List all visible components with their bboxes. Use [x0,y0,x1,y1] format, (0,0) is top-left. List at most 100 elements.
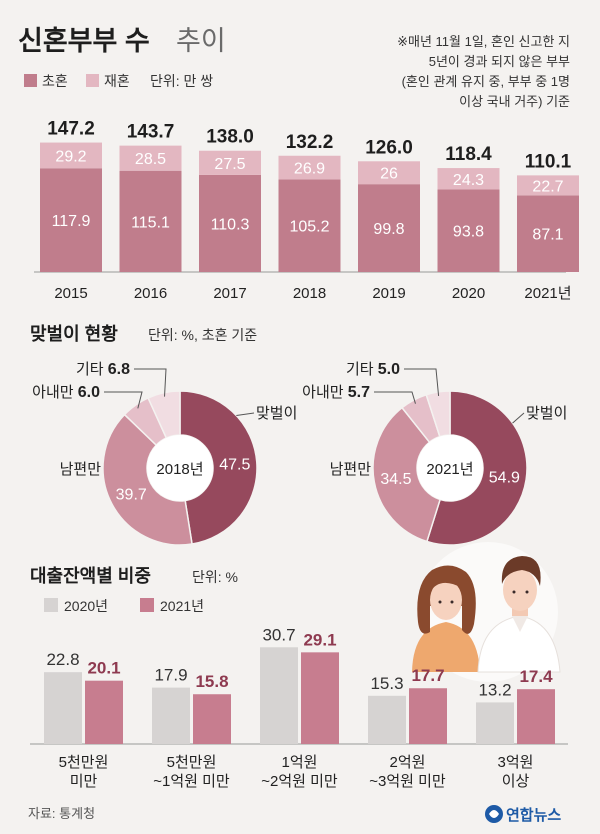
legend-label-re: 재혼 [104,73,130,89]
man-face [503,569,537,611]
donut-leader-line [512,412,525,424]
bar-remarriage [358,161,420,185]
x-tick-label: 2019 [372,285,405,302]
value-label-re: 26 [380,166,398,183]
x-tick-label: ~3억원 미만 [369,773,446,790]
bar-remarriage [278,155,341,180]
woman-body [412,622,480,672]
section-unit-dual-income: 단위: %, 초혼 기준 [148,327,257,343]
x-tick-label: ~2억원 미만 [261,773,338,790]
bar-2020 [152,687,190,744]
donut-center-label: 2021년 [426,461,473,478]
unit-label: 단위: 만 쌍 [150,73,213,89]
value-label-first: 117.9 [52,213,91,230]
bar-first-marriage [119,170,182,272]
woman-bangs [430,578,462,592]
value-label: 15.8 [195,672,228,691]
bar-2020 [476,702,514,744]
section-unit-loan: 단위: % [192,569,238,585]
footnote-line: 이상 국내 거주) 기준 [459,94,570,109]
bar-2021 [409,688,447,744]
bar-first-marriage [40,168,102,272]
x-tick-label: ~1억원 미만 [153,773,230,790]
value-label-re: 27.5 [214,156,245,173]
value-label: 15.3 [370,674,403,693]
value-label: 29.1 [303,630,336,649]
donut-label-husband: 남편만 [60,461,102,478]
footnote: ※매년 11월 1일, 혼인 신고한 지 5년이 경과 되지 않은 부부 (혼인… [397,34,570,109]
donut-center-label: 2018년 [156,461,203,478]
x-tick-label: 2020 [452,285,485,302]
value-label-first: 87.1 [532,227,563,244]
x-tick-label: 이상 [502,773,530,790]
bar-first-marriage [517,195,579,272]
value-label: 30.7 [262,625,295,644]
bar-first-marriage [199,174,261,272]
value-label-re: 24.3 [453,172,484,189]
donut-leader-line [404,368,440,396]
donut-value-other: 5.0 [378,361,400,378]
donut-value-wife: 5.7 [348,384,370,401]
donut-value-other: 6.8 [108,361,130,378]
total-label: 147.2 [47,119,95,140]
value-label-re: 29.2 [55,148,86,165]
bar-remarriage [437,168,500,190]
x-tick-label: 2021년 [524,285,571,302]
total-label: 132.2 [286,132,334,153]
section-title-loan: 대출잔액별 비중 [30,566,151,586]
yonhap-logo-text: 연합뉴스 [506,807,561,824]
legend-label-first: 초혼 [42,73,68,89]
couple-illustration [412,542,561,682]
donut-label-wife: 아내만 5.7 [302,384,370,401]
legend-swatch-2020 [44,598,58,612]
donut-value-label: 47.5 [219,457,250,474]
man-collar [512,616,528,632]
woman-face [430,580,462,620]
legend-swatch-re [86,74,99,87]
bar-2021 [85,680,123,744]
bar-first-marriage [278,179,341,272]
footnote-line: (혼인 관계 유지 중, 부부 중 1명 [402,74,570,89]
source-label: 자료: 통계청 [28,806,95,821]
bar-first-marriage [437,189,500,272]
bar-remarriage [199,150,261,175]
donut-label-other: 기타 6.8 [76,361,130,378]
footnote-line: ※매년 11월 1일, 혼인 신고한 지 [397,34,570,49]
total-label: 110.1 [525,151,572,172]
legend-label-2021: 2021년 [160,598,204,614]
bar-remarriage [517,175,579,196]
donut-label-dual: 맞벌이 [526,405,567,422]
value-label: 17.9 [154,666,187,685]
x-tick-label: 5천만원 [59,754,109,771]
man-eye [512,590,516,594]
value-label-re: 22.7 [532,178,563,195]
x-tick-label: 2억원 [390,754,426,771]
donut-center [147,435,213,501]
man-eye [525,590,529,594]
yonhap-logo: 연합뉴스 [485,805,561,824]
legend-swatch-2021 [140,598,154,612]
donut-leader-line [236,412,255,417]
donut-value-label: 54.9 [489,469,520,486]
bar-2021 [193,694,231,744]
x-tick-label: 3억원 [498,754,534,771]
bar-2021 [517,689,555,744]
value-label: 20.1 [87,659,120,678]
value-label-first: 105.2 [289,219,329,236]
x-tick-label: 미만 [70,773,98,790]
donut-value-label: 34.5 [380,471,411,488]
donut-label-husband: 남편만 [330,461,372,478]
donut-label-wife: 아내만 6.0 [32,384,100,401]
legend-swatch-first [24,74,37,87]
donut-leader-line [104,391,143,409]
newlywed-stacked-bar-chart: 117.9 29.2 147.2 2015 115.1 28.5 143.7 2016 110.… [34,119,579,302]
bar-2020 [44,672,82,744]
total-label: 138.0 [206,127,254,148]
bar-2021 [301,652,339,744]
donut-leader-line [134,368,167,397]
woman-eye [438,600,442,604]
man-hair [501,556,541,586]
value-label-first: 93.8 [453,224,484,241]
